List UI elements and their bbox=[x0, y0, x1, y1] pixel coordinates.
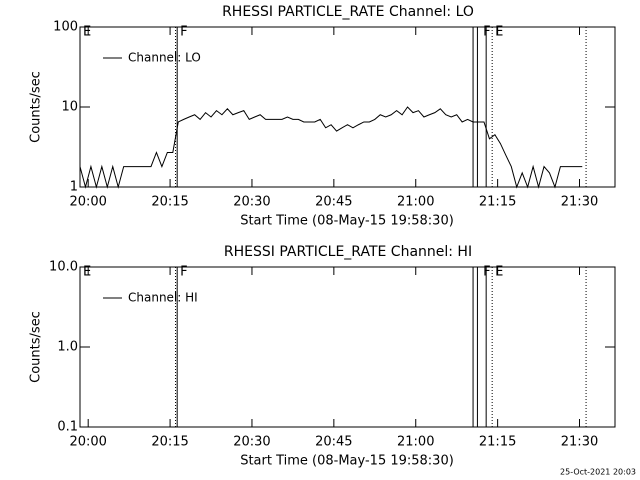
data-line bbox=[79, 106, 583, 189]
marker-label: F bbox=[180, 25, 187, 40]
y-tick-label: 10 bbox=[61, 100, 78, 115]
marker-label: E bbox=[83, 265, 91, 280]
x-tick-label: 20:30 bbox=[233, 195, 270, 210]
marker-label: F bbox=[483, 25, 490, 40]
x-axis-label: Start Time (08-May-15 19:58:30) bbox=[240, 214, 454, 229]
marker-label: E bbox=[495, 25, 503, 40]
legend-label: Channel: HI bbox=[128, 291, 198, 305]
y-tick-label: 10.0 bbox=[49, 260, 78, 275]
marker-label: E bbox=[83, 25, 91, 40]
legend-label: Channel: LO bbox=[128, 51, 201, 65]
footer: 25-Oct-2021 20:03 bbox=[560, 468, 636, 477]
y-tick-label: 0.1 bbox=[57, 420, 78, 435]
x-tick-label: 21:30 bbox=[561, 195, 598, 210]
y-tick-label: 1 bbox=[70, 180, 78, 195]
x-tick-label: 21:00 bbox=[397, 195, 434, 210]
x-tick-label: 20:15 bbox=[151, 195, 188, 210]
x-tick-label: 21:30 bbox=[561, 435, 598, 450]
x-axis-label: Start Time (08-May-15 19:58:30) bbox=[240, 454, 454, 469]
x-tick-label: 20:45 bbox=[315, 435, 352, 450]
chart-title: RHESSI PARTICLE_RATE Channel: LO bbox=[222, 4, 474, 20]
x-tick-label: 20:15 bbox=[151, 435, 188, 450]
y-tick-label: 1.0 bbox=[57, 340, 78, 355]
y-axis-label: Counts/sec bbox=[29, 311, 44, 383]
x-tick-label: 20:00 bbox=[69, 435, 106, 450]
chart-title: RHESSI PARTICLE_RATE Channel: HI bbox=[224, 244, 472, 260]
y-axis-label: Counts/sec bbox=[29, 71, 44, 143]
marker-label: F bbox=[483, 265, 490, 280]
x-tick-label: 20:45 bbox=[315, 195, 352, 210]
x-tick-label: 21:15 bbox=[479, 435, 516, 450]
x-tick-label: 21:15 bbox=[479, 195, 516, 210]
x-tick-label: 21:00 bbox=[397, 435, 434, 450]
y-tick-label: 100 bbox=[53, 20, 78, 35]
marker-label: F bbox=[180, 265, 187, 280]
marker-label: E bbox=[495, 265, 503, 280]
x-tick-label: 20:00 bbox=[69, 195, 106, 210]
x-tick-label: 20:30 bbox=[233, 435, 270, 450]
